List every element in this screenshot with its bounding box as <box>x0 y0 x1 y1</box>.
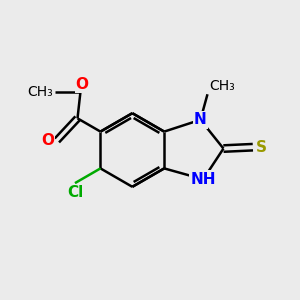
Text: S: S <box>256 140 267 155</box>
Text: O: O <box>41 133 55 148</box>
Text: NH: NH <box>190 172 216 187</box>
Text: O: O <box>75 77 88 92</box>
Text: CH₃: CH₃ <box>27 85 53 99</box>
Text: CH₃: CH₃ <box>209 79 235 93</box>
Text: Cl: Cl <box>67 184 83 200</box>
Text: N: N <box>194 112 207 127</box>
